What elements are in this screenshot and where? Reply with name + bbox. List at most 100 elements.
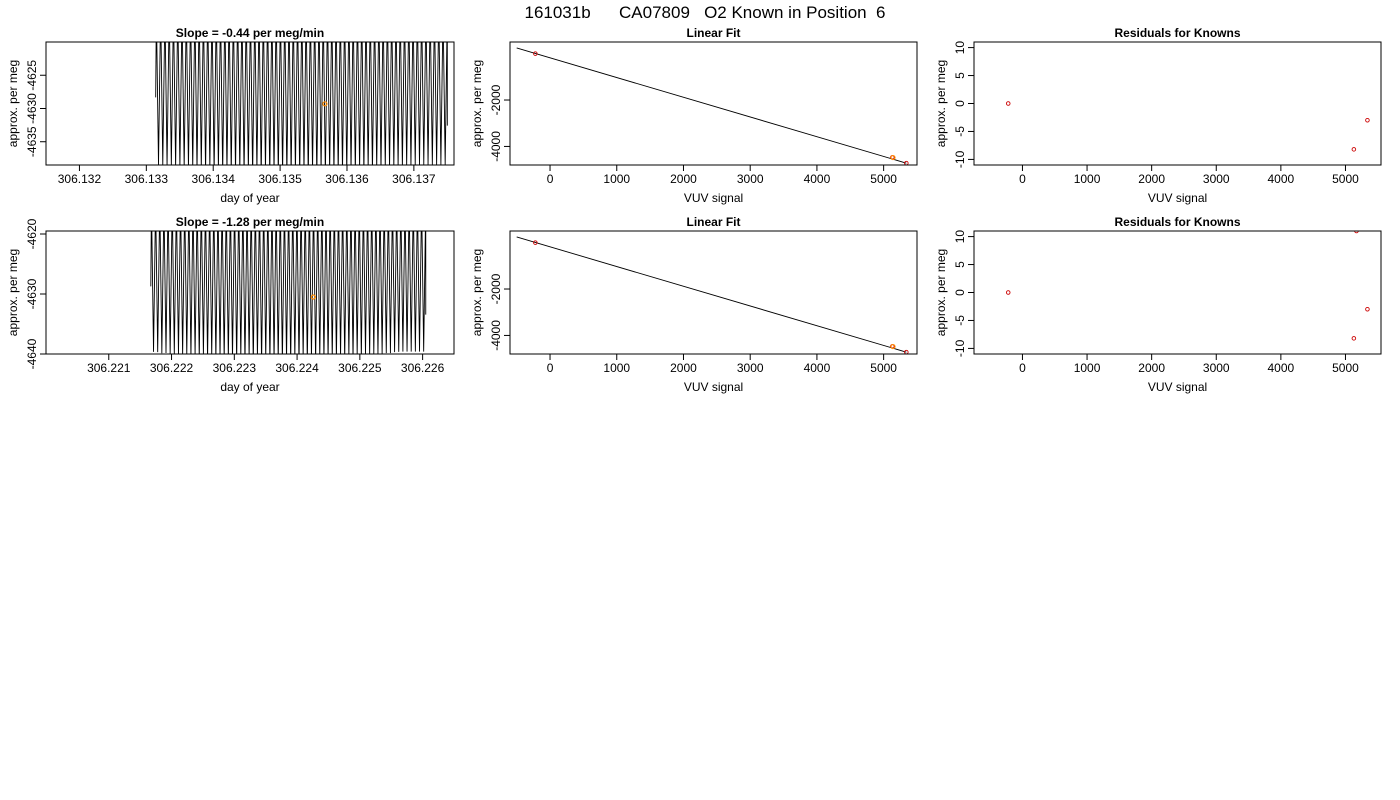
- x-axis-label: VUV signal: [684, 191, 743, 205]
- fit-line: [516, 47, 907, 164]
- x-tick-label: 306.222: [150, 361, 194, 375]
- x-axis-label: VUV signal: [1148, 191, 1207, 205]
- x-tick-label: 3000: [737, 361, 764, 375]
- x-axis-label: VUV signal: [684, 380, 743, 394]
- highlight-point: [310, 294, 316, 300]
- x-tick-label: 306.133: [125, 172, 169, 186]
- x-tick-label: 4000: [1268, 361, 1295, 375]
- x-tick-label: 5000: [870, 172, 897, 186]
- x-tick-label: 2000: [670, 172, 697, 186]
- x-tick-label: 306.136: [325, 172, 369, 186]
- x-tick-label: 306.226: [401, 361, 445, 375]
- plot-area: [150, 231, 427, 354]
- x-tick-label: 306.135: [258, 172, 302, 186]
- data-point: [1351, 147, 1357, 152]
- x-tick-label: 306.134: [192, 172, 236, 186]
- plot-area: [1005, 231, 1370, 341]
- x-tick-label: 1000: [603, 172, 630, 186]
- y-tick-label: -10: [953, 150, 967, 168]
- highlight-point: [322, 101, 328, 107]
- plot-frame: [509, 230, 918, 355]
- panel-2: Linear Fit 0 1000 2000 3000 4000 5000 -4000 -200…: [470, 26, 918, 205]
- x-tick-label: 2000: [1138, 172, 1165, 186]
- y-tick-label: -4620: [25, 218, 39, 249]
- x-tick-label: 2000: [1138, 361, 1165, 375]
- y-tick-label: -4630: [25, 93, 39, 124]
- data-point: [1354, 231, 1359, 234]
- x-tick-label: 5000: [1332, 172, 1359, 186]
- panel-6: Residuals for Knowns 0 1000 2000 3000 4000 500…: [934, 215, 1382, 394]
- panel-5: Linear Fit 0 1000 2000 3000 4000 5000 -4000 -200…: [470, 215, 918, 394]
- y-tick-label: 10: [953, 41, 967, 55]
- x-tick-label: 0: [547, 361, 554, 375]
- x-tick-label: 0: [1019, 361, 1026, 375]
- x-axis-label: day of year: [220, 191, 279, 205]
- x-tick-label: 0: [1019, 172, 1026, 186]
- y-axis-label: approx. per meg: [470, 60, 484, 147]
- y-tick-label: -4000: [489, 131, 503, 162]
- x-axis-label: day of year: [220, 380, 279, 394]
- x-tick-label: 3000: [737, 172, 764, 186]
- plot-frame: [509, 41, 918, 166]
- y-tick-label: -5: [953, 315, 967, 326]
- x-axis-label: VUV signal: [1148, 380, 1207, 394]
- y-axis-label: approx. per meg: [934, 60, 948, 147]
- y-tick-label: 0: [953, 100, 967, 107]
- x-tick-label: 4000: [1268, 172, 1295, 186]
- highlight-point: [890, 343, 896, 350]
- x-tick-label: 1000: [603, 361, 630, 375]
- x-tick-label: 1000: [1074, 361, 1101, 375]
- y-tick-label: 5: [953, 261, 967, 268]
- y-tick-label: -2000: [489, 273, 503, 304]
- data-trace-line: [150, 231, 427, 354]
- x-tick-label: 306.224: [275, 361, 319, 375]
- plot-area: [516, 47, 909, 165]
- highlight-point: [890, 154, 896, 161]
- panel-4: Slope = -1.28 per meg/min 306.221 306.222 3…: [6, 215, 455, 394]
- panel-title: Linear Fit: [686, 26, 740, 40]
- y-tick-label: -10: [953, 339, 967, 357]
- data-point: [533, 240, 538, 245]
- x-tick-label: 4000: [804, 172, 831, 186]
- y-axis-label: approx. per meg: [934, 249, 948, 336]
- x-tick-label: 5000: [1332, 361, 1359, 375]
- plot-frame: [45, 41, 455, 166]
- data-point: [1365, 118, 1370, 123]
- x-tick-label: 3000: [1203, 361, 1230, 375]
- data-point: [533, 51, 538, 56]
- x-tick-label: 306.137: [392, 172, 436, 186]
- y-tick-label: -2000: [489, 84, 503, 115]
- x-tick-label: 306.132: [58, 172, 102, 186]
- y-tick-label: -5: [953, 126, 967, 137]
- page-title: 161031b CA07809 O2 Known in Position 6: [524, 3, 885, 22]
- y-tick-label: 0: [953, 289, 967, 296]
- panel-title: Linear Fit: [686, 215, 740, 229]
- data-point: [1351, 336, 1357, 341]
- panel-1: Slope = -0.44 per meg/min 306.132 306.133 3…: [6, 26, 455, 205]
- y-tick-label: -4630: [25, 278, 39, 309]
- x-tick-label: 1000: [1074, 172, 1101, 186]
- y-axis-label: approx. per meg: [6, 249, 20, 336]
- panel-title: Slope = -0.44 per meg/min: [176, 26, 324, 40]
- y-tick-label: -4640: [25, 338, 39, 369]
- plot-area: [155, 42, 448, 165]
- x-tick-label: 4000: [804, 361, 831, 375]
- x-tick-label: 2000: [670, 361, 697, 375]
- data-point: [1365, 307, 1370, 312]
- y-tick-label: -4635: [25, 126, 39, 157]
- y-tick-label: 10: [953, 230, 967, 244]
- plot-area: [1005, 101, 1370, 152]
- data-point: [1005, 290, 1011, 295]
- plot-frame: [973, 230, 1382, 355]
- x-tick-label: 306.221: [87, 361, 131, 375]
- data-point: [1005, 101, 1011, 106]
- y-axis-label: approx. per meg: [6, 60, 20, 147]
- panel-3: Residuals for Knowns 0 1000 2000 3000 4000 500…: [934, 26, 1382, 205]
- x-tick-label: 5000: [870, 361, 897, 375]
- y-tick-label: -4000: [489, 320, 503, 351]
- x-tick-label: 306.223: [213, 361, 257, 375]
- y-tick-label: -4625: [25, 60, 39, 91]
- panel-title: Residuals for Knowns: [1114, 215, 1240, 229]
